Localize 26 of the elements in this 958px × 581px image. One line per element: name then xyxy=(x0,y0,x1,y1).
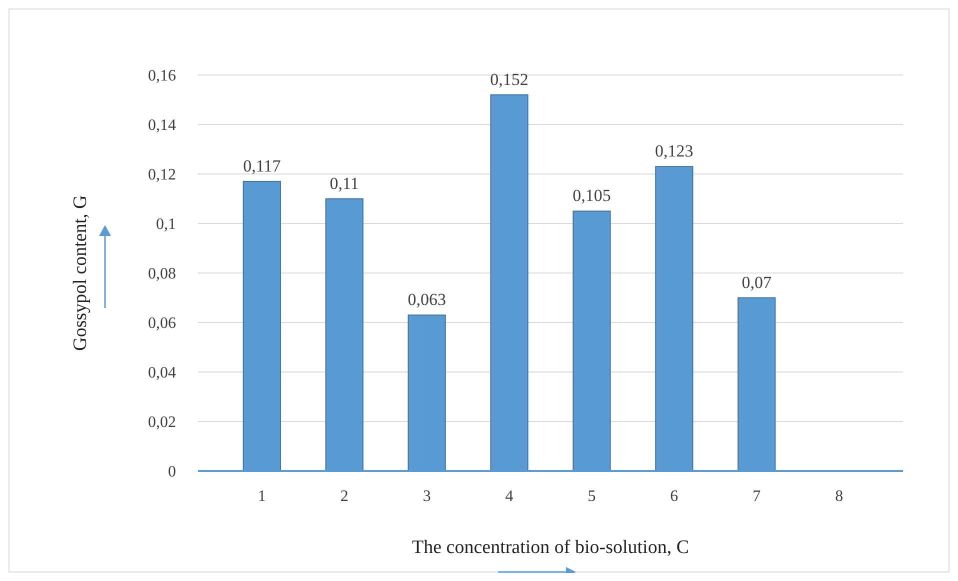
y-tick-label: 0,16 xyxy=(148,68,176,85)
x-tick-label: 6 xyxy=(670,488,678,505)
data-label: 0,117 xyxy=(243,156,282,176)
x-tick-label: 4 xyxy=(505,488,514,505)
y-tick-label: 0,06 xyxy=(148,315,176,332)
x-tick-label: 3 xyxy=(422,488,431,505)
y-axis-title: Gossypol content, G xyxy=(70,194,91,351)
x-axis-title: The concentration of bio-solution, C xyxy=(412,537,690,558)
x-tick-label: 1 xyxy=(258,488,266,505)
y-tick-label: 0,12 xyxy=(148,166,176,184)
y-tick-label: 0,08 xyxy=(148,266,176,283)
data-label: 0,07 xyxy=(742,272,772,292)
x-tick-label: 2 xyxy=(340,488,348,505)
data-label: 0,063 xyxy=(408,290,446,310)
y-tick-label: 0,1 xyxy=(156,216,176,234)
y-tick-label: 0 xyxy=(168,464,176,481)
data-label: 0,11 xyxy=(330,174,359,193)
data-label: 0,152 xyxy=(490,70,528,89)
data-label: 0,123 xyxy=(655,142,694,161)
x-tick-label: 8 xyxy=(835,488,844,505)
x-tick-label: 5 xyxy=(588,488,596,505)
y-tick-label: 0,02 xyxy=(148,414,176,432)
data-label: 0,105 xyxy=(572,186,611,206)
y-tick-label: 0,04 xyxy=(148,364,176,382)
x-tick-label: 7 xyxy=(752,488,761,505)
y-tick-label: 0,14 xyxy=(148,117,176,134)
